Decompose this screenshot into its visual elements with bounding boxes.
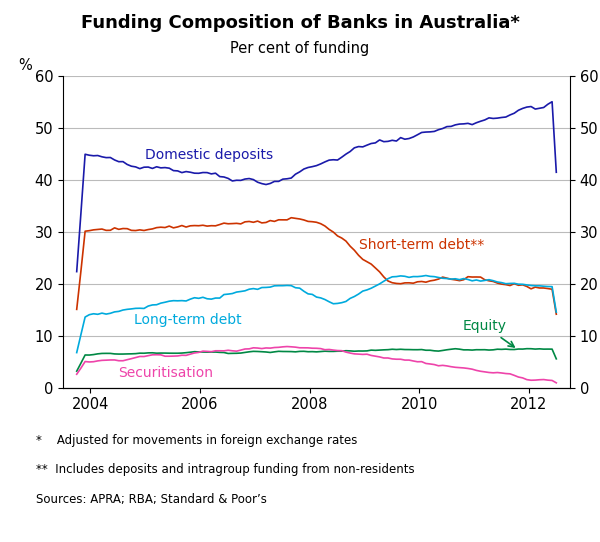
Text: **  Includes deposits and intragroup funding from non-residents: ** Includes deposits and intragroup fund… (36, 463, 415, 476)
Text: Domestic deposits: Domestic deposits (145, 148, 274, 162)
Text: %: % (18, 58, 32, 73)
Text: Securitisation: Securitisation (118, 366, 213, 380)
Text: Per cent of funding: Per cent of funding (230, 41, 370, 56)
Text: Funding Composition of Banks in Australia*: Funding Composition of Banks in Australi… (80, 14, 520, 31)
Text: Sources: APRA; RBA; Standard & Poor’s: Sources: APRA; RBA; Standard & Poor’s (36, 493, 267, 506)
Text: Long-term debt: Long-term debt (134, 313, 242, 327)
Text: Short-term debt**: Short-term debt** (359, 238, 484, 251)
Text: Equity: Equity (463, 319, 514, 347)
Text: *    Adjusted for movements in foreign exchange rates: * Adjusted for movements in foreign exch… (36, 434, 358, 447)
